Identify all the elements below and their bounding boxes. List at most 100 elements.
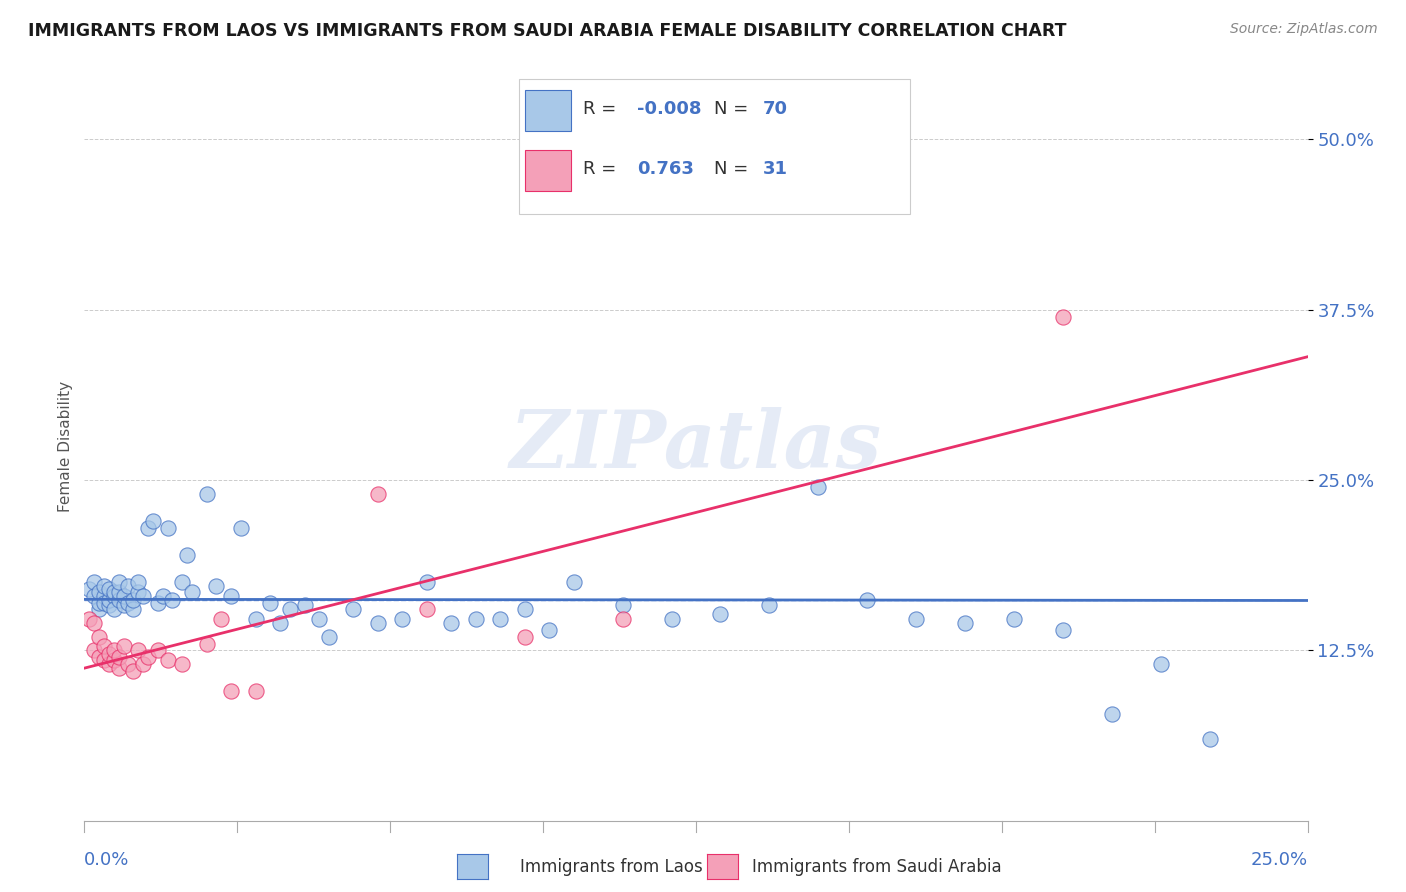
Point: [245, 612, 267, 626]
Point: [229, 521, 252, 535]
Text: IMMIGRANTS FROM LAOS VS IMMIGRANTS FROM SAUDI ARABIA FEMALE DISABILITY CORRELATI: IMMIGRANTS FROM LAOS VS IMMIGRANTS FROM …: [28, 22, 1067, 40]
Point: [146, 596, 169, 610]
Point: [103, 653, 125, 667]
Point: [142, 514, 165, 528]
Point: [87, 650, 110, 665]
Point: [1150, 657, 1173, 671]
Point: [172, 657, 194, 671]
Text: 70: 70: [763, 100, 789, 118]
Point: [156, 521, 179, 535]
Text: 25.0%: 25.0%: [1250, 851, 1308, 869]
Point: [127, 584, 149, 599]
Point: [97, 657, 120, 671]
Text: Immigrants from Laos: Immigrants from Laos: [520, 858, 703, 876]
Point: [146, 643, 169, 657]
Point: [1198, 731, 1220, 746]
Point: [83, 643, 105, 657]
Point: [136, 521, 159, 535]
Point: [953, 616, 976, 631]
Text: 31: 31: [763, 160, 789, 178]
Point: [107, 650, 129, 665]
Point: [117, 657, 139, 671]
Point: [294, 599, 316, 613]
Text: 0.0%: 0.0%: [84, 851, 129, 869]
Point: [219, 589, 242, 603]
Point: [87, 584, 110, 599]
Point: [181, 584, 204, 599]
Point: [856, 593, 879, 607]
Point: [127, 575, 149, 590]
Point: [308, 612, 330, 626]
Point: [709, 607, 731, 621]
Point: [93, 640, 115, 654]
Point: [367, 616, 389, 631]
Point: [136, 650, 159, 665]
Point: [342, 602, 364, 616]
Text: -0.008: -0.008: [637, 100, 702, 118]
Point: [77, 612, 100, 626]
Point: [661, 612, 683, 626]
Point: [1002, 612, 1025, 626]
Text: N =: N =: [714, 100, 754, 118]
Point: [112, 599, 135, 613]
Point: [209, 612, 232, 626]
Text: R =: R =: [583, 160, 628, 178]
Point: [132, 589, 155, 603]
Point: [807, 480, 830, 494]
Point: [259, 596, 281, 610]
Point: [97, 599, 120, 613]
Point: [103, 643, 125, 657]
Point: [93, 596, 115, 610]
Point: [93, 579, 115, 593]
Point: [103, 602, 125, 616]
Point: [107, 593, 129, 607]
Point: [513, 602, 536, 616]
Point: [103, 584, 125, 599]
Point: [205, 579, 228, 593]
Point: [538, 623, 561, 637]
Point: [391, 612, 413, 626]
Point: [176, 548, 198, 562]
Point: [132, 657, 155, 671]
Point: [107, 584, 129, 599]
Point: [416, 575, 439, 590]
Point: [245, 684, 267, 698]
Point: [278, 602, 301, 616]
Point: [117, 579, 139, 593]
Text: Immigrants from Saudi Arabia: Immigrants from Saudi Arabia: [752, 858, 1002, 876]
Point: [440, 616, 463, 631]
Point: [416, 602, 439, 616]
Point: [156, 653, 179, 667]
Point: [152, 589, 174, 603]
Point: [464, 612, 486, 626]
Point: [83, 589, 105, 603]
Point: [122, 593, 145, 607]
Point: [1101, 707, 1123, 722]
Text: ZIPatlas: ZIPatlas: [510, 408, 882, 484]
Point: [112, 640, 135, 654]
Point: [107, 661, 129, 675]
Point: [97, 582, 120, 596]
Point: [97, 648, 120, 662]
Point: [103, 589, 125, 603]
FancyBboxPatch shape: [519, 78, 910, 214]
Point: [122, 602, 145, 616]
Point: [269, 616, 291, 631]
Point: [117, 596, 139, 610]
FancyBboxPatch shape: [524, 90, 571, 131]
Point: [97, 593, 120, 607]
Point: [612, 612, 634, 626]
Point: [1052, 310, 1074, 324]
Point: [112, 589, 135, 603]
Point: [612, 599, 634, 613]
Point: [195, 486, 218, 500]
Point: [93, 653, 115, 667]
Point: [83, 575, 105, 590]
Text: 0.763: 0.763: [637, 160, 695, 178]
Point: [87, 596, 110, 610]
Point: [513, 630, 536, 644]
Point: [318, 630, 340, 644]
Text: N =: N =: [714, 160, 754, 178]
Point: [87, 630, 110, 644]
Point: [172, 575, 194, 590]
